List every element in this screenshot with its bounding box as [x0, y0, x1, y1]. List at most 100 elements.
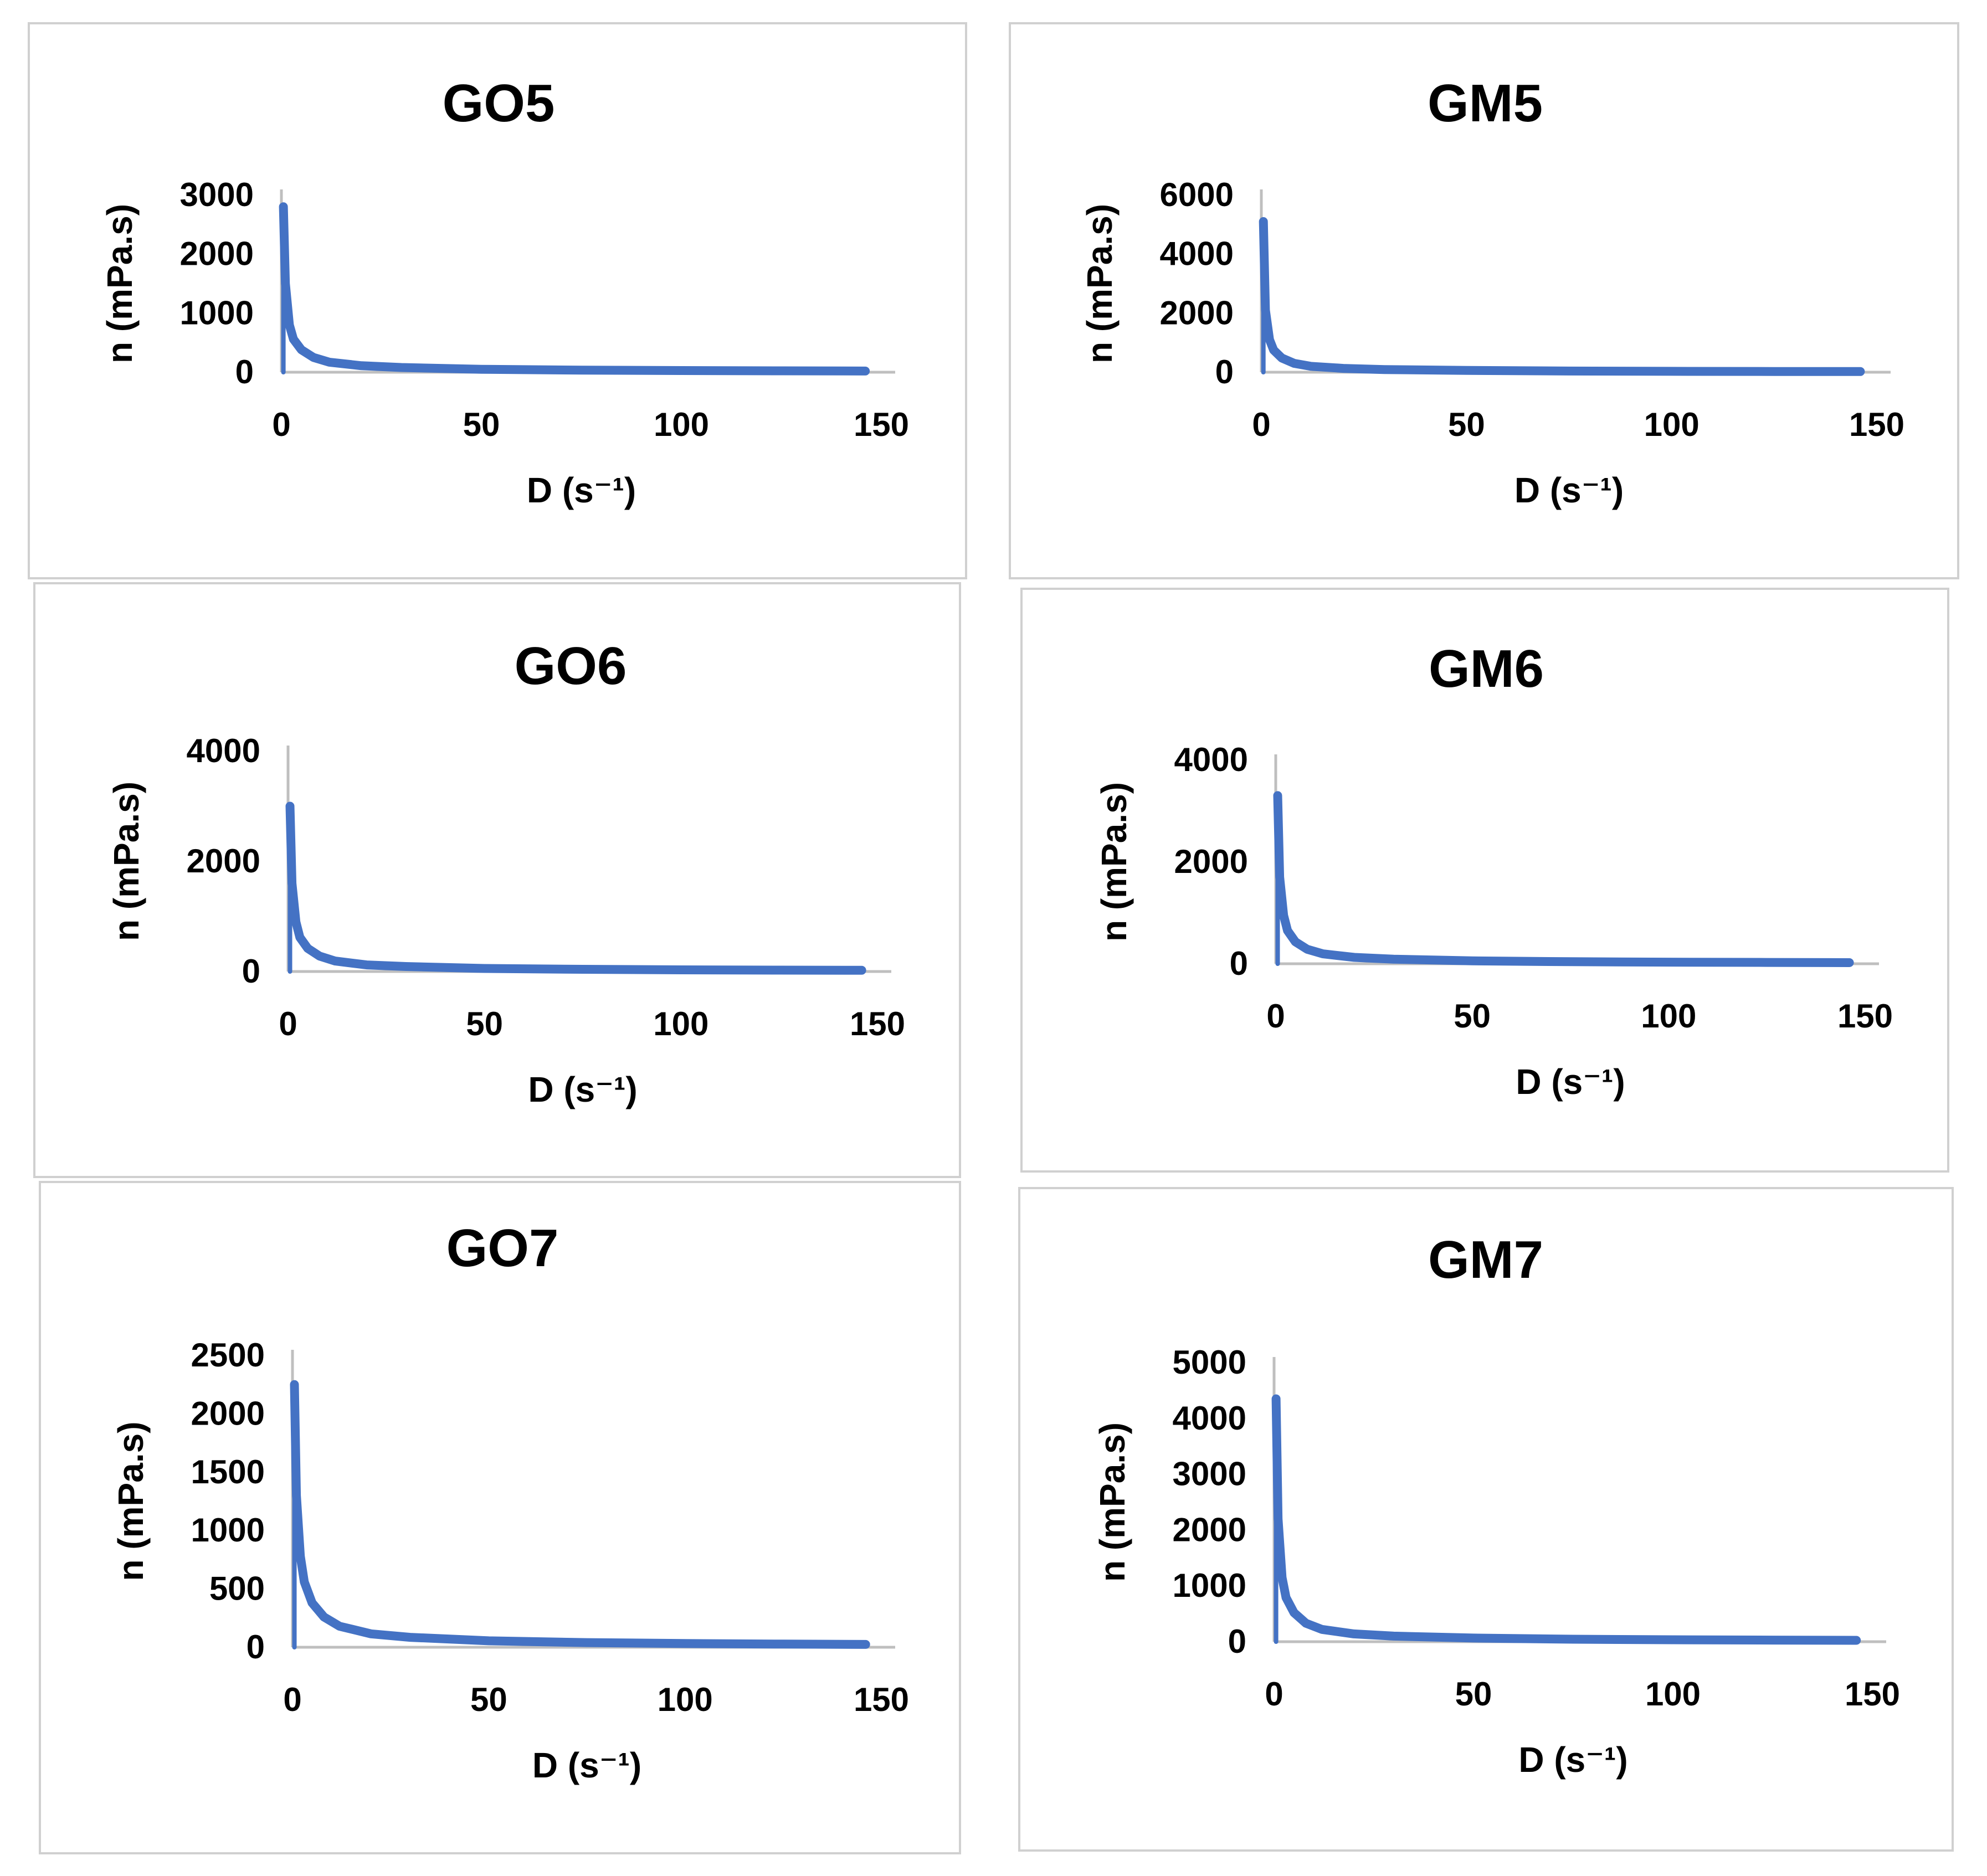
x-tick-label: 0 — [279, 1005, 297, 1042]
y-tick-label: 0 — [1228, 1623, 1246, 1660]
data-point — [297, 935, 302, 940]
x-tick-label: 100 — [1644, 406, 1700, 443]
data-point — [287, 322, 292, 327]
chart-panel-go5: GO5 0 1000 2000 3000 0 50 100 150 D (s⁻¹) n (mPa.s… — [28, 22, 967, 579]
data-point — [1267, 337, 1272, 342]
data-point — [1277, 875, 1282, 880]
data-point — [1352, 1631, 1356, 1636]
y-axis-label: n (mPa.s) — [106, 782, 146, 941]
y-tick-label: 4000 — [1160, 235, 1234, 273]
data-point — [486, 1638, 491, 1643]
data-point — [321, 1615, 326, 1620]
x-tick-label: 50 — [466, 1005, 503, 1042]
x-tick-label: 100 — [658, 1681, 713, 1718]
data-point — [298, 1554, 303, 1559]
x-tick-label: 100 — [654, 406, 709, 443]
chart-panel-gm6: GM6 0 2000 4000 0 50 100 150 D (s⁻¹) n (mPa.s) — [1020, 588, 1949, 1173]
y-tick-label: 2000 — [1160, 294, 1234, 331]
data-point — [1292, 361, 1297, 366]
data-point — [290, 881, 295, 886]
x-axis-label: D (s⁻¹) — [1516, 1062, 1625, 1102]
y-tick-label: 1000 — [1173, 1567, 1246, 1604]
series-line — [279, 202, 870, 376]
data-point — [1275, 793, 1280, 798]
x-tick-label: 100 — [653, 1005, 708, 1042]
chart-panel-gm5: GM5 0 2000 4000 6000 0 50 100 150 D (s⁻¹) n (mPa.s… — [1009, 22, 1959, 579]
data-point — [1276, 1517, 1281, 1522]
data-point — [863, 1642, 868, 1647]
y-tick-label: 2500 — [191, 1337, 265, 1374]
data-point — [311, 355, 316, 360]
y-axis-label: n (mPa.s) — [1092, 1422, 1132, 1582]
data-point — [1281, 913, 1286, 918]
data-point — [399, 365, 404, 370]
series-line — [1271, 1394, 1861, 1645]
data-point — [1858, 369, 1863, 374]
data-point — [1271, 348, 1276, 352]
data-point — [1321, 952, 1326, 957]
data-point — [1305, 947, 1310, 952]
x-tick-label: 0 — [283, 1681, 301, 1718]
data-point — [337, 1624, 342, 1629]
y-tick-label: 0 — [1230, 945, 1248, 982]
data-point — [1303, 1621, 1308, 1626]
data-point — [584, 1640, 589, 1645]
data-point — [1391, 957, 1396, 962]
y-tick-label: 1000 — [180, 294, 254, 331]
data-point — [679, 968, 684, 972]
data-point — [1263, 308, 1268, 312]
data-point — [1392, 1633, 1396, 1638]
data-point — [1571, 1637, 1575, 1642]
data-point — [579, 368, 584, 373]
data-point — [333, 959, 338, 964]
data-point — [1470, 958, 1475, 963]
x-tick-label: 150 — [850, 1005, 905, 1042]
data-point — [1666, 960, 1671, 965]
series-line — [285, 801, 866, 975]
x-tick-label: 150 — [1837, 998, 1893, 1035]
y-tick-label: 2000 — [180, 235, 254, 273]
data-point — [1382, 367, 1387, 372]
x-tick-label: 50 — [463, 406, 500, 443]
y-tick-label: 3000 — [1173, 1456, 1246, 1493]
y-tick-label: 5000 — [1173, 1344, 1246, 1381]
y-tick-label: 3000 — [180, 176, 254, 213]
data-point — [1280, 1575, 1285, 1580]
data-point — [1854, 1638, 1859, 1643]
y-axis-label: n (mPa.s) — [100, 204, 140, 363]
data-point — [581, 967, 585, 972]
data-point — [777, 968, 782, 973]
series-line — [1259, 217, 1865, 376]
data-point — [1669, 369, 1674, 374]
x-tick-label: 50 — [1455, 1675, 1492, 1713]
data-point — [1671, 1637, 1675, 1642]
data-point — [1261, 219, 1266, 224]
y-tick-label: 0 — [242, 953, 260, 990]
data-point — [283, 281, 288, 286]
data-point — [403, 964, 408, 969]
x-axis-label: D (s⁻¹) — [532, 1745, 641, 1785]
data-point — [294, 1493, 299, 1498]
chart-go5: GO5 0 1000 2000 3000 0 50 100 150 D (s⁻¹) n (mPa.s… — [100, 74, 909, 510]
data-point — [364, 963, 369, 968]
data-point — [310, 1600, 315, 1605]
data-point — [1285, 928, 1290, 933]
x-tick-label: 100 — [1641, 998, 1696, 1035]
chart-title: GM7 — [1428, 1230, 1543, 1289]
y-tick-label: 1000 — [191, 1512, 265, 1549]
x-tick-label: 0 — [272, 406, 290, 443]
x-tick-label: 0 — [1252, 406, 1270, 443]
chart-gm7: GM7 0 1000 2000 3000 4000 5000 0 50 100 150 D (s⁻¹)… — [1092, 1230, 1900, 1780]
x-axis-label: D (s⁻¹) — [527, 470, 636, 510]
data-point — [1847, 960, 1852, 965]
x-tick-label: 50 — [1448, 406, 1485, 443]
y-tick-label: 2000 — [1174, 843, 1248, 880]
data-point — [779, 368, 784, 373]
y-tick-label: 0 — [247, 1628, 265, 1666]
data-point — [1274, 1396, 1279, 1401]
chart-title: GO6 — [515, 636, 627, 696]
data-point — [1567, 368, 1572, 373]
x-tick-label: 100 — [1645, 1675, 1701, 1713]
data-point — [317, 954, 322, 959]
data-point — [1292, 1610, 1296, 1615]
